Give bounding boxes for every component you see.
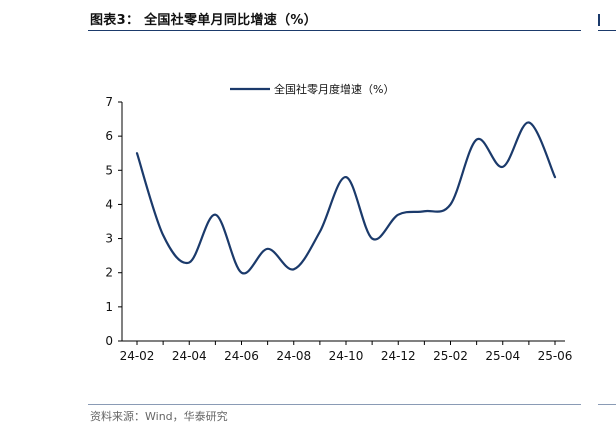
series-line — [135, 121, 557, 275]
x-tick-label: 24-08 — [276, 349, 311, 363]
legend-label: 全国社零月度增速（%） — [274, 82, 394, 96]
adjacent-panel-edge — [598, 14, 600, 26]
adjacent-panel-divider — [598, 30, 616, 31]
adjacent-panel-source-divider — [598, 404, 616, 405]
x-tick-label: 25-06 — [538, 349, 573, 363]
chart-title: 图表3： 全国社零单月同比增速（%） — [90, 13, 317, 28]
y-tick-label: 2 — [105, 266, 113, 280]
source-note: 资料来源：Wind，华泰研究 — [90, 410, 228, 423]
y-tick-label: 0 — [105, 334, 113, 348]
y-tick-label: 5 — [105, 163, 113, 177]
y-tick-label: 6 — [105, 129, 113, 143]
y-tick-label: 4 — [105, 197, 113, 211]
x-tick-label: 24-10 — [329, 349, 364, 363]
source-divider — [88, 404, 581, 405]
x-tick-label: 24-06 — [224, 349, 259, 363]
chart-legend: 全国社零月度增速（%） — [230, 82, 394, 96]
chart-axes: 0 1 2 3 4 5 6 7 24-02 24-04 24-06 24-08 24-10 24-12 25… — [105, 95, 572, 363]
y-tick-label: 1 — [105, 300, 113, 314]
x-tick-label: 24-12 — [381, 349, 416, 363]
x-tick-label: 25-04 — [485, 349, 520, 363]
x-tick-label: 24-04 — [172, 349, 207, 363]
series-group — [135, 121, 557, 275]
title-divider — [88, 30, 581, 31]
y-tick-label: 7 — [105, 95, 113, 109]
x-tick-label: 25-02 — [433, 349, 468, 363]
y-tick-label: 3 — [105, 232, 113, 246]
x-tick-label: 24-02 — [120, 349, 155, 363]
